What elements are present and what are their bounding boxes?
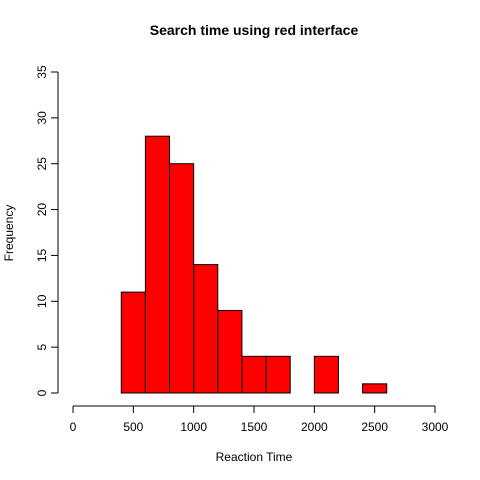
x-tick-label: 500 <box>123 420 143 434</box>
y-tick-label: 0 <box>35 389 49 396</box>
y-tick-label: 35 <box>35 65 49 79</box>
y-tick-label: 30 <box>35 111 49 125</box>
x-tick-label: 2500 <box>361 420 388 434</box>
histogram-bar-2400-2600 <box>362 383 388 394</box>
histogram-bar-1200-1400 <box>217 309 243 394</box>
y-tick-label: 5 <box>35 343 49 350</box>
chart-title: Search time using red interface <box>150 22 359 38</box>
histogram-bar-1600-1800 <box>265 355 291 394</box>
y-tick-label: 25 <box>35 157 49 171</box>
x-tick-label: 0 <box>70 420 77 434</box>
y-axis: 0 5 10 15 20 25 30 35 <box>35 65 59 396</box>
histogram-bar-600-800 <box>144 135 171 394</box>
x-tick-label: 2000 <box>301 420 328 434</box>
y-tick-label: 15 <box>35 248 49 262</box>
histogram-bar-800-1000 <box>169 163 195 394</box>
y-axis-label: Frequency <box>2 205 16 262</box>
histogram-bar-1400-1600 <box>241 355 267 394</box>
y-tick-label: 10 <box>35 294 49 308</box>
x-tick-label: 1000 <box>180 420 207 434</box>
histogram-bar-400-600 <box>120 291 146 394</box>
x-axis: 0 500 1000 1500 2000 2500 3000 <box>70 405 449 434</box>
x-tick-label: 1500 <box>241 420 268 434</box>
bars-group <box>120 135 388 394</box>
x-tick-label: 3000 <box>422 420 449 434</box>
y-tick-label: 20 <box>35 203 49 217</box>
histogram-bar-2000-2200 <box>313 355 339 394</box>
x-axis-label: Reaction Time <box>216 450 293 464</box>
histogram-bar-1000-1200 <box>193 264 219 394</box>
